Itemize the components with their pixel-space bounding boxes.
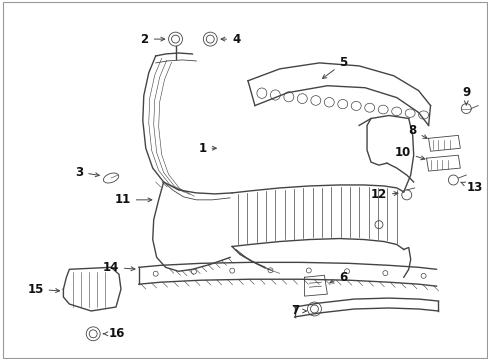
Text: 7: 7 [292, 305, 306, 318]
Text: 16: 16 [103, 327, 125, 340]
Text: 5: 5 [322, 57, 347, 78]
Text: 3: 3 [75, 166, 99, 179]
Text: 12: 12 [370, 188, 398, 201]
Text: 9: 9 [462, 86, 470, 105]
Text: 10: 10 [394, 146, 425, 160]
Text: 15: 15 [27, 283, 60, 296]
Text: 6: 6 [330, 271, 347, 284]
Text: 8: 8 [409, 124, 427, 139]
Text: 13: 13 [461, 181, 483, 194]
Text: 11: 11 [115, 193, 152, 206]
Text: 1: 1 [198, 142, 216, 155]
Text: 14: 14 [102, 261, 135, 274]
Text: 2: 2 [141, 33, 165, 46]
Text: 4: 4 [221, 33, 241, 46]
